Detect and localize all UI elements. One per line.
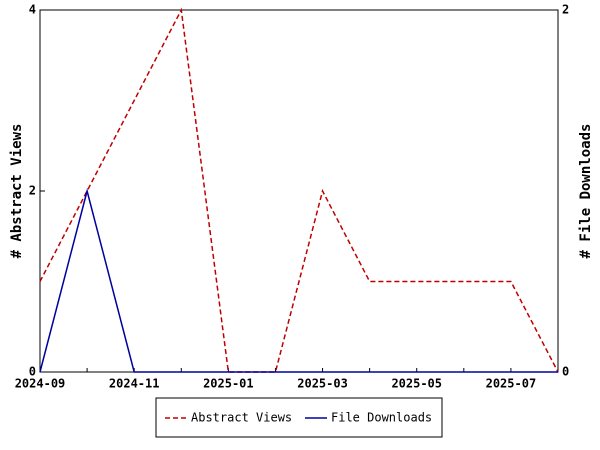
legend-label: File Downloads xyxy=(331,411,432,425)
x-tick-label: 2025-01 xyxy=(203,377,254,391)
y-tick-label: 4 xyxy=(29,3,36,17)
y-axis-label: # Abstract Views xyxy=(9,124,25,259)
y2-tick-label: 0 xyxy=(562,365,569,379)
x-tick-label: 2025-07 xyxy=(486,377,537,391)
y-tick-label: 0 xyxy=(29,365,36,379)
x-tick-label: 2025-03 xyxy=(297,377,348,391)
legend-box xyxy=(155,397,443,438)
y2-axis-label: # File Downloads xyxy=(578,124,594,259)
x-tick-label: 2024-09 xyxy=(15,377,66,391)
y2-tick-label: 2 xyxy=(562,3,569,17)
series-line xyxy=(39,7,559,373)
x-tick-label: 2024-11 xyxy=(109,377,160,391)
legend-label: Abstract Views xyxy=(191,411,292,425)
x-tick-label: 2025-05 xyxy=(391,377,442,391)
series-line xyxy=(39,188,558,373)
y-tick-label: 2 xyxy=(29,184,36,198)
plot-frame xyxy=(39,9,559,373)
